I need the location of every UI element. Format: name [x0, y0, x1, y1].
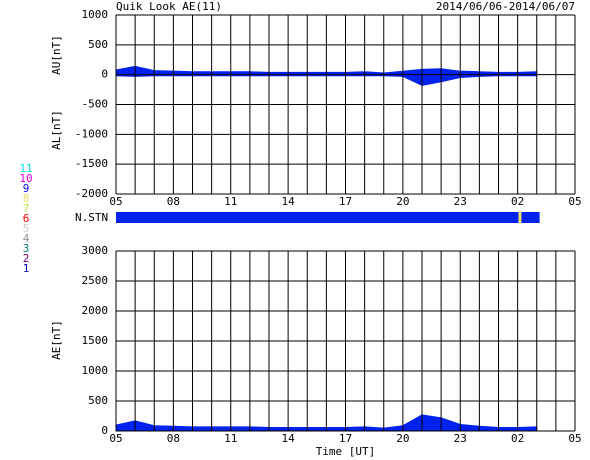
station-legend-label: 2: [23, 252, 30, 265]
station-legend-label: 7: [23, 202, 30, 215]
x-tick-label: 23: [454, 195, 467, 208]
y-tick-label: 1500: [82, 334, 109, 347]
station-legend-label: 6: [23, 212, 30, 225]
station-legend-label: 10: [19, 172, 32, 185]
x-axis-label: Time [UT]: [316, 445, 376, 458]
y-tick-label: 2000: [82, 304, 109, 317]
station-legend-label: 4: [23, 232, 30, 245]
station-bar-label: N.STN: [75, 211, 108, 224]
x-tick-label: 08: [167, 432, 180, 445]
station-legend-label: 1: [23, 262, 30, 275]
x-tick-label: 11: [224, 432, 237, 445]
x-tick-label: 20: [396, 432, 409, 445]
chart-title: Quik Look AE(11): [116, 0, 222, 13]
area: [115, 74, 538, 86]
date-range: 2014/06/06-2014/06/07: [436, 0, 575, 13]
x-tick-label: 08: [167, 195, 180, 208]
y-tick-label: 500: [88, 38, 108, 51]
y-tick-label: 500: [88, 394, 108, 407]
area: [115, 414, 538, 432]
y-tick-label: 1000: [82, 364, 109, 377]
x-tick-label: 05: [568, 195, 581, 208]
station-segment: [116, 212, 519, 223]
x-tick-label: 02: [511, 195, 524, 208]
x-tick-label: 05: [109, 195, 122, 208]
station-legend-label: 11: [19, 162, 32, 175]
y-axis-label: AL[nT]: [50, 110, 63, 150]
x-tick-label: 14: [282, 195, 296, 208]
y-tick-label: 2500: [82, 274, 109, 287]
area: [115, 65, 538, 76]
y-tick-label: -1000: [75, 127, 108, 140]
x-tick-label: 17: [339, 432, 352, 445]
x-tick-label: 05: [109, 432, 122, 445]
x-tick-label: 05: [568, 432, 581, 445]
x-tick-label: 20: [396, 195, 409, 208]
station-segment: [521, 212, 540, 223]
station-legend-label: 5: [23, 222, 30, 235]
y-tick-label: 0: [101, 68, 108, 81]
y-tick-label: -500: [82, 98, 109, 111]
station-legend-label: 8: [23, 192, 30, 205]
x-tick-label: 17: [339, 195, 352, 208]
x-tick-label: 11: [224, 195, 237, 208]
y-tick-label: 1000: [82, 8, 109, 21]
y-tick-label: -1500: [75, 157, 108, 170]
y-axis-label: AE[nT]: [50, 320, 63, 360]
y-tick-label: 0: [101, 424, 108, 437]
x-tick-label: 14: [282, 432, 296, 445]
y-tick-label: 3000: [82, 244, 109, 257]
x-tick-label: 23: [454, 432, 467, 445]
y-axis-label: AU[nT]: [50, 35, 63, 75]
station-segment: [518, 212, 522, 223]
station-legend-label: 3: [23, 242, 30, 255]
y-tick-label: -2000: [75, 187, 108, 200]
x-tick-label: 02: [511, 432, 524, 445]
station-legend-label: 9: [23, 182, 30, 195]
